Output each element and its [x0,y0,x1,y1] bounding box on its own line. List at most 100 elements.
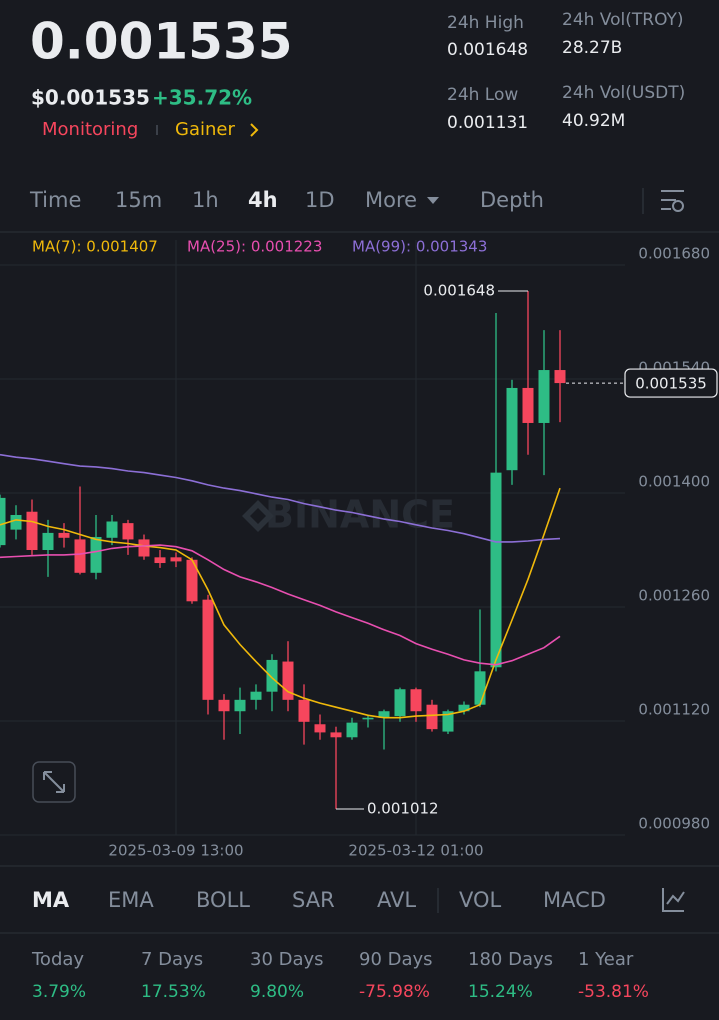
stat-value: 0.001648 [447,40,528,60]
tag[interactable]: Monitoring [42,119,138,140]
watermark-logo [242,500,274,532]
candle-body [170,557,182,562]
candle-body [250,691,262,700]
indicator-tab[interactable]: EMA [108,888,154,912]
candle-body [202,599,214,700]
period-label: 90 Days [359,949,433,970]
ma-line [0,544,561,666]
candle-body [426,704,438,730]
stat-label: 24h High [447,13,524,33]
x-tick-label: 2025-03-09 13:00 [108,842,243,860]
indicator-tab[interactable]: VOL [459,888,502,912]
interval-tab[interactable]: 4h [248,188,278,212]
period-label: 7 Days [141,949,203,970]
candle-body [522,387,534,423]
y-tick-label: 0.001680 [638,245,710,263]
indicator-tab[interactable]: MA [32,888,70,912]
ma-legend: MA(99): 0.001343 [352,238,487,256]
period-value: -53.81% [578,982,649,1002]
candle-body [474,671,486,705]
stat-value: 40.92M [562,111,625,131]
interval-tab[interactable]: Depth [480,188,544,212]
high-label: 0.001648 [423,282,495,300]
candle-body [282,661,294,700]
indicator-tab[interactable]: AVL [377,888,416,912]
candle-body [378,711,390,718]
period-label: 30 Days [250,949,324,970]
period-label: Today [31,949,84,970]
stat-value: 28.27B [562,38,622,58]
x-tick-label: 2025-03-12 01:00 [348,842,483,860]
candle-body [106,521,118,538]
price-box [624,368,718,398]
period-value: 15.24% [468,982,533,1002]
y-tick-label: 0.001400 [638,473,710,491]
stat-label: 24h Vol(TROY) [562,10,684,30]
price: 0.001535 [30,13,293,71]
stat-value: 0.001131 [447,113,528,133]
ma-line [0,453,561,543]
interval-tab[interactable]: More [365,188,417,212]
candle-body [74,539,86,573]
candle-body [394,689,406,717]
candle-body [298,699,310,722]
interval-tab[interactable]: 15m [115,188,162,212]
period-label: 180 Days [468,949,553,970]
candle-body [26,511,38,550]
candle-body [90,536,102,573]
y-tick-label: 0.000980 [638,815,710,833]
indicator-tab[interactable]: MACD [543,888,606,912]
ma-legend: MA(7): 0.001407 [32,238,158,256]
usd-price: $0.001535 [31,86,150,110]
candle-body [330,732,342,738]
indicator-tab[interactable]: SAR [292,888,335,912]
ma-line [0,487,561,719]
y-tick-label: 0.001260 [638,587,710,605]
candle-body [314,724,326,733]
candle-body [218,699,230,712]
candle-body [10,514,22,530]
y-tick-label: 0.001120 [638,701,710,719]
indicator-tab[interactable]: BOLL [196,888,250,912]
candle-body [410,689,422,712]
candle-body [266,659,278,692]
period-value: 9.80% [250,982,304,1002]
candle-body [554,370,566,384]
ma-legend: MA(25): 0.001223 [187,238,322,256]
candle-body [490,472,502,668]
settings-icon[interactable] [661,190,684,212]
candle-body [0,497,6,546]
candle-body [186,559,198,602]
period-label: 1 Year [578,949,634,970]
expand-icon [43,771,65,793]
candle-body [506,387,518,471]
change: +35.72% [152,86,252,110]
candle-body [458,704,470,712]
period-value: 17.53% [141,982,206,1002]
candle-body [538,370,550,423]
dropdown-icon [427,197,439,204]
candle-body [138,539,150,557]
chevron-icon [250,123,259,137]
interval-tab[interactable]: 1h [192,188,219,212]
interval-tab[interactable]: Time [29,188,81,212]
interval-tab[interactable]: 1D [305,188,335,212]
tag[interactable]: Gainer [175,119,235,140]
chart-settings-icon[interactable] [662,888,685,912]
stat-label: 24h Low [447,85,518,105]
candle-body [362,717,374,720]
low-label: 0.001012 [367,799,439,817]
plot [0,291,566,809]
period-value: -75.98% [359,982,430,1002]
candle-body [442,711,454,732]
candle-body [122,523,134,540]
candle-body [234,699,246,712]
stat-label: 24h Vol(USDT) [562,83,685,103]
candle-body [42,532,54,550]
price-label: 0.001535 [635,375,707,393]
candle-body [346,722,358,738]
period-value: 3.79% [32,982,86,1002]
